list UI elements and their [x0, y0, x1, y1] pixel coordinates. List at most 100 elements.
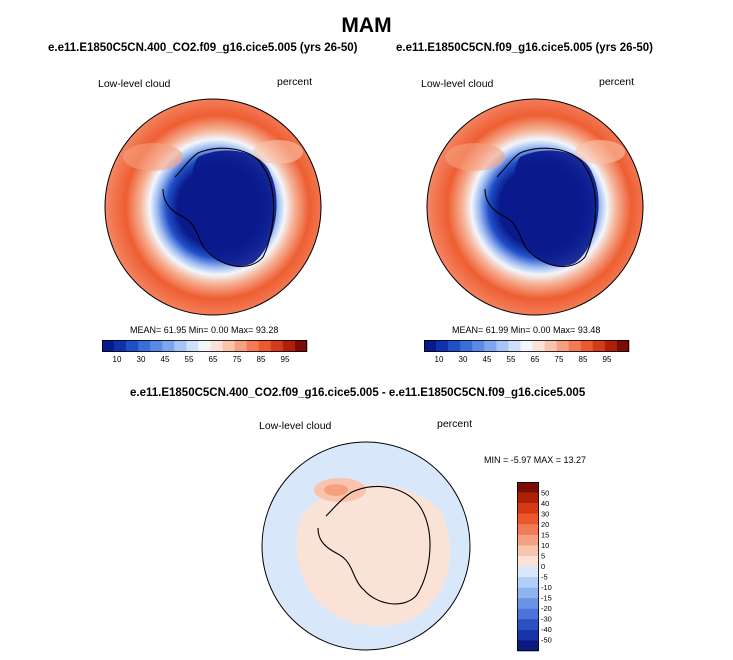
diff-panel-case-title: e.e11.E1850C5CN.400_CO2.f09_g16.cice5.00…: [130, 387, 586, 399]
diff-colorbar-tick-label: -40: [541, 625, 552, 634]
colorbar-swatch: [568, 340, 582, 352]
colorbar-swatch: [517, 534, 539, 546]
diff-colorbar-tick-label: 5: [541, 552, 545, 561]
right-polar-map: [426, 98, 644, 316]
diff-antarctica-coastline: [317, 485, 431, 605]
left-panel-stats: MEAN= 61.95 Min= 0.00 Max= 93.28: [130, 325, 279, 335]
diff-colorbar-tick-label: -20: [541, 604, 552, 613]
colorbar-swatch: [246, 340, 260, 352]
diff-panel-units-label: percent: [437, 418, 473, 430]
diff-colorbar-tick-label: -5: [541, 573, 548, 582]
diff-colorbar-tick-label: 20: [541, 520, 549, 529]
diff-colorbar-tick-label: -50: [541, 636, 552, 645]
colorbar-swatch: [520, 340, 533, 352]
diff-colorbar-tick-label: -15: [541, 594, 552, 603]
diff-colorbar-tick-label: 30: [541, 510, 549, 519]
left-colorbar-tick-label: 65: [209, 355, 218, 364]
page-title: MAM: [341, 14, 392, 37]
right-panel-case-title: e.e11.E1850C5CN.f09_g16.cice5.005 (yrs 2…: [396, 42, 654, 54]
left-colorbar-tick-label: 10: [113, 355, 122, 364]
diff-panel-field-label: Low-level cloud: [259, 420, 332, 432]
colorbar-swatch: [517, 482, 539, 493]
right-panel-stats: MEAN= 61.99 Min= 0.00 Max= 93.48: [452, 325, 601, 335]
colorbar-swatch: [222, 340, 235, 352]
right-colorbar: 10 30 45 55 65 75 85 95: [424, 340, 630, 364]
left-colorbar-tick-label: 75: [233, 355, 242, 364]
colorbar-swatch: [517, 545, 539, 557]
diff-colorbar-tick-label: 0: [541, 562, 545, 571]
colorbar-swatch: [448, 340, 461, 352]
left-colorbar-tick-label: 95: [281, 355, 290, 364]
colorbar-swatch: [460, 340, 473, 352]
diff-colorbar-tick-label: 10: [541, 541, 549, 550]
colorbar-swatch: [186, 340, 199, 352]
colorbar-swatch: [517, 566, 539, 578]
diff-colorbar-tick-label: -30: [541, 615, 552, 624]
colorbar-swatch: [517, 577, 539, 588]
left-colorbar-tick-label: 85: [257, 355, 266, 364]
left-panel-field-label: Low-level cloud: [98, 78, 171, 90]
diff-colorbar-swatches: [517, 482, 539, 652]
colorbar-swatch: [616, 340, 630, 352]
colorbar-swatch: [270, 340, 284, 352]
diff-panel-stats: MIN = -5.97 MAX = 13.27: [484, 455, 587, 465]
colorbar-swatch: [424, 340, 437, 352]
diff-colorbar-tick-label: 50: [541, 489, 549, 498]
left-colorbar-swatches: [102, 340, 308, 352]
colorbar-swatch: [517, 492, 539, 504]
left-antarctica-coastline: [162, 147, 275, 268]
colorbar-swatch: [556, 340, 570, 352]
colorbar-swatch: [580, 340, 594, 352]
right-colorbar-tick-label: 30: [459, 355, 468, 364]
right-panel-units-label: percent: [599, 76, 635, 88]
colorbar-swatch: [517, 608, 539, 620]
colorbar-swatch: [517, 640, 539, 652]
colorbar-swatch: [258, 340, 272, 352]
colorbar-swatch: [592, 340, 606, 352]
right-colorbar-tick-label: 45: [483, 355, 492, 364]
left-colorbar-tick-label: 30: [137, 355, 146, 364]
colorbar-swatch: [604, 340, 618, 352]
colorbar-swatch: [532, 340, 545, 352]
colorbar-swatch: [198, 340, 211, 352]
colorbar-swatch: [126, 340, 139, 352]
left-colorbar: 10 30 45 55 65 75 85 95: [102, 340, 308, 364]
diff-colorbar-tick-label: -10: [541, 583, 552, 592]
left-panel-case-title: e.e11.E1850C5CN.400_CO2.f09_g16.cice5.00…: [48, 42, 358, 54]
right-colorbar-tick-label: 85: [579, 355, 588, 364]
colorbar-swatch: [544, 340, 557, 352]
colorbar-swatch: [484, 340, 497, 352]
diff-colorbar-tick-label: 40: [541, 499, 549, 508]
colorbar-swatch: [174, 340, 187, 352]
right-colorbar-tick-label: 10: [435, 355, 444, 364]
colorbar-swatch: [517, 598, 539, 610]
colorbar-swatch: [472, 340, 485, 352]
right-panel-field-label: Low-level cloud: [421, 78, 494, 90]
colorbar-swatch: [138, 340, 151, 352]
right-colorbar-tick-label: 55: [507, 355, 516, 364]
colorbar-swatch: [496, 340, 509, 352]
colorbar-swatch: [517, 513, 539, 525]
colorbar-swatch: [234, 340, 248, 352]
colorbar-swatch: [114, 340, 127, 352]
right-colorbar-tick-label: 65: [531, 355, 540, 364]
colorbar-swatch: [162, 340, 175, 352]
colorbar-swatch: [150, 340, 163, 352]
colorbar-swatch: [517, 524, 539, 536]
right-colorbar-tick-label: 75: [555, 355, 564, 364]
colorbar-swatch: [517, 503, 539, 514]
colorbar-swatch: [517, 629, 539, 641]
left-colorbar-tick-label: 45: [161, 355, 170, 364]
colorbar-swatch: [102, 340, 115, 352]
diff-colorbar: 50 40 30 20 15 10 5 0 -5 -10 -15 -20 -30…: [517, 482, 552, 652]
colorbar-swatch: [517, 619, 539, 631]
left-polar-map: [104, 98, 322, 316]
left-colorbar-tick-label: 55: [185, 355, 194, 364]
diff-polar-map: [261, 441, 471, 651]
right-colorbar-tick-label: 95: [603, 355, 612, 364]
colorbar-swatch: [436, 340, 449, 352]
colorbar-swatch: [517, 555, 539, 567]
colorbar-swatch: [508, 340, 521, 352]
colorbar-swatch: [517, 587, 539, 599]
colorbar-swatch: [282, 340, 296, 352]
